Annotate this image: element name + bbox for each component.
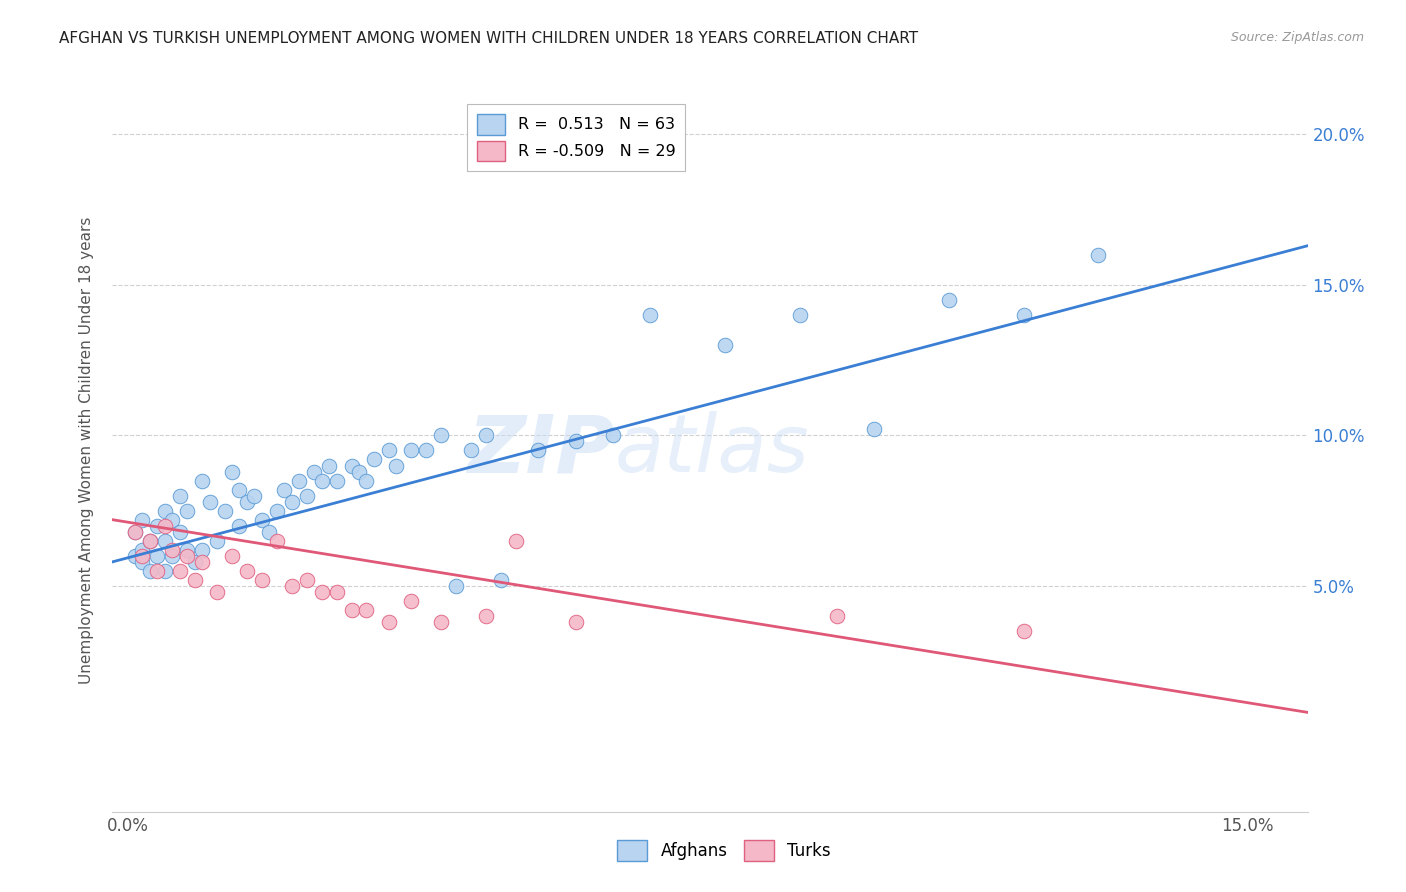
Point [250, 573, 273, 587]
Point [295, 573, 318, 587]
Point [146, 549, 169, 563]
Legend: Afghans, Turks: Afghans, Turks [610, 833, 838, 868]
Point [378, 443, 401, 458]
Point [198, 494, 221, 508]
Point [169, 524, 191, 539]
Point [602, 428, 624, 442]
Point [444, 579, 467, 593]
Point [475, 609, 498, 624]
Point [789, 308, 811, 322]
Point [266, 533, 288, 548]
Point [938, 293, 960, 307]
Point [266, 503, 288, 517]
Point [162, 549, 183, 563]
Point [153, 533, 176, 548]
Point [176, 542, 198, 557]
Point [281, 579, 304, 593]
Point [236, 564, 259, 578]
Point [430, 615, 453, 629]
Point [259, 524, 281, 539]
Point [250, 513, 273, 527]
Point [295, 489, 318, 503]
Point [347, 465, 370, 479]
Point [825, 609, 848, 624]
Point [139, 564, 162, 578]
Point [139, 533, 162, 548]
Point [131, 555, 153, 569]
Point [356, 603, 378, 617]
Point [325, 474, 347, 488]
Point [243, 489, 266, 503]
Point [176, 549, 198, 563]
Point [302, 465, 325, 479]
Point [169, 489, 191, 503]
Point [153, 518, 176, 533]
Point [191, 474, 214, 488]
Point [430, 428, 453, 442]
Point [205, 585, 228, 599]
Point [281, 494, 304, 508]
Point [640, 308, 662, 322]
Point [162, 542, 183, 557]
Point [139, 533, 162, 548]
Point [228, 518, 250, 533]
Point [363, 452, 385, 467]
Point [131, 549, 153, 563]
Point [1012, 308, 1035, 322]
Point [378, 615, 401, 629]
Point [489, 573, 512, 587]
Point [1087, 248, 1109, 262]
Point [153, 503, 176, 517]
Point [475, 428, 498, 442]
Point [311, 585, 333, 599]
Point [176, 503, 198, 517]
Point [146, 518, 169, 533]
Point [564, 434, 586, 449]
Text: Source: ZipAtlas.com: Source: ZipAtlas.com [1230, 31, 1364, 45]
Point [124, 524, 146, 539]
Point [714, 338, 737, 352]
Point [146, 564, 169, 578]
Point [183, 573, 205, 587]
Point [415, 443, 437, 458]
Point [191, 555, 214, 569]
Point [401, 594, 423, 608]
Point [153, 564, 176, 578]
Point [564, 615, 586, 629]
Point [124, 549, 146, 563]
Point [340, 603, 363, 617]
Point [505, 533, 527, 548]
Point [205, 533, 228, 548]
Point [1012, 624, 1035, 639]
Point [460, 443, 482, 458]
Point [385, 458, 408, 473]
Point [311, 474, 333, 488]
Point [318, 458, 340, 473]
Point [131, 542, 153, 557]
Text: AFGHAN VS TURKISH UNEMPLOYMENT AMONG WOMEN WITH CHILDREN UNDER 18 YEARS CORRELAT: AFGHAN VS TURKISH UNEMPLOYMENT AMONG WOM… [59, 31, 918, 46]
Y-axis label: Unemployment Among Women with Children Under 18 years: Unemployment Among Women with Children U… [79, 217, 94, 684]
Point [169, 564, 191, 578]
Text: atlas: atlas [614, 411, 810, 490]
Point [527, 443, 550, 458]
Point [236, 494, 259, 508]
Point [221, 465, 243, 479]
Point [325, 585, 347, 599]
Point [162, 513, 183, 527]
Point [214, 503, 236, 517]
Point [183, 555, 205, 569]
Point [221, 549, 243, 563]
Legend: R =  0.513   N = 63, R = -0.509   N = 29: R = 0.513 N = 63, R = -0.509 N = 29 [467, 104, 686, 171]
Point [273, 483, 295, 497]
Point [401, 443, 423, 458]
Point [228, 483, 250, 497]
Text: ZIP: ZIP [467, 411, 614, 490]
Point [288, 474, 311, 488]
Point [863, 422, 886, 436]
Point [191, 542, 214, 557]
Point [131, 513, 153, 527]
Point [340, 458, 363, 473]
Point [356, 474, 378, 488]
Point [124, 524, 146, 539]
